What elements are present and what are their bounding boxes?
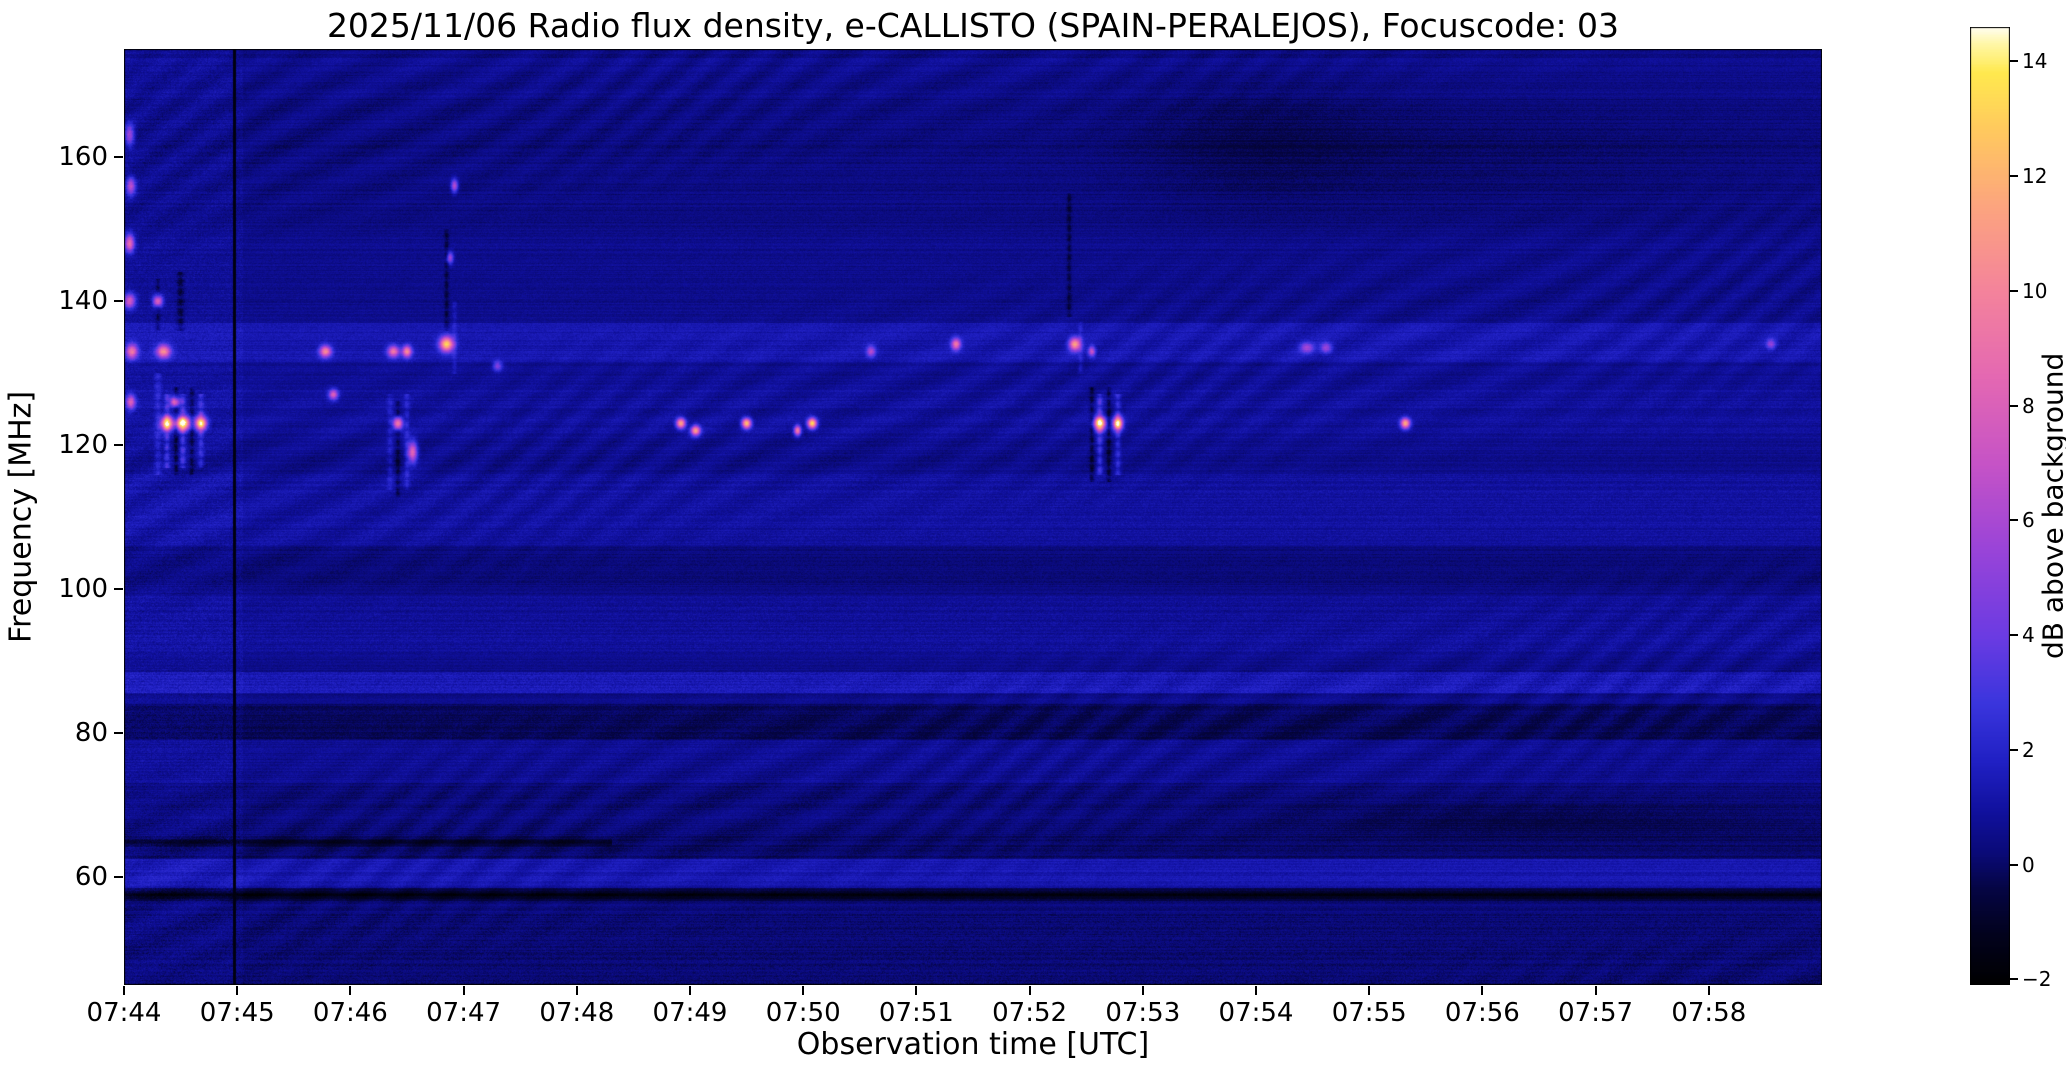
x-tick-mark [1481, 986, 1484, 995]
x-tick-label: 07:45 [199, 998, 275, 1028]
x-tick-mark [1368, 986, 1371, 995]
y-tick-label: 120 [58, 430, 108, 460]
y-tick-label: 60 [74, 862, 108, 892]
colorbar-tick-label: 2 [2022, 737, 2035, 762]
colorbar-tick-label: 0 [2022, 852, 2035, 877]
x-tick-mark [915, 986, 918, 995]
x-tick-mark [575, 986, 578, 995]
y-axis-label: Frequency [MHz] [3, 390, 39, 644]
x-tick-label: 07:46 [312, 998, 388, 1028]
x-tick-mark [802, 986, 805, 995]
colorbar-tick-label: −2 [2022, 967, 2052, 992]
x-tick-label: 07:58 [1671, 998, 1747, 1028]
x-tick-label: 07:52 [992, 998, 1068, 1028]
y-tick-label: 80 [74, 718, 108, 748]
y-tick-mark [114, 732, 123, 734]
x-tick-label: 07:47 [426, 998, 502, 1028]
x-tick-label: 07:57 [1558, 998, 1634, 1028]
x-tick-label: 07:54 [1218, 998, 1294, 1028]
x-tick-label: 07:53 [1105, 998, 1181, 1028]
y-tick-label: 140 [58, 286, 108, 316]
x-tick-mark [1707, 986, 1710, 995]
colorbar-tick-mark [2010, 634, 2018, 637]
x-tick-label: 07:55 [1331, 998, 1407, 1028]
colorbar-tick-mark [2010, 519, 2018, 522]
colorbar-tick-label: 8 [2022, 393, 2035, 418]
x-tick-mark [123, 986, 125, 995]
colorbar-tick-mark [2010, 748, 2018, 751]
x-tick-mark [462, 986, 465, 995]
colorbar-tick-label: 14 [2022, 49, 2048, 74]
y-tick-mark [114, 156, 123, 158]
x-axis-label: Observation time [UTC] [796, 1027, 1150, 1062]
x-tick-mark [689, 986, 691, 995]
y-tick-mark [114, 588, 123, 590]
y-tick-mark [114, 444, 123, 446]
y-tick-mark [114, 300, 123, 302]
x-tick-label: 07:44 [86, 998, 162, 1028]
x-tick-label: 07:50 [765, 998, 841, 1028]
spectrogram-canvas [124, 49, 1822, 985]
chart-title: 2025/11/06 Radio flux density, e-CALLIST… [326, 6, 1620, 45]
colorbar-tick-mark [2010, 978, 2018, 981]
colorbar-tick-mark [2010, 60, 2018, 63]
x-tick-label: 07:51 [878, 998, 954, 1028]
x-tick-mark [236, 986, 239, 995]
colorbar-tick-label: 12 [2022, 164, 2048, 189]
x-tick-mark [1028, 986, 1031, 995]
x-tick-label: 07:49 [652, 998, 728, 1028]
y-tick-label: 100 [58, 574, 108, 604]
x-tick-mark [1255, 986, 1257, 995]
colorbar-tick-label: 6 [2022, 508, 2035, 533]
colorbar-canvas [1970, 27, 2010, 985]
x-tick-mark [349, 986, 352, 995]
colorbar-tick-label: 4 [2022, 623, 2035, 648]
x-tick-label: 07:48 [539, 998, 615, 1028]
colorbar-tick-mark [2010, 404, 2018, 407]
x-tick-mark [1594, 986, 1597, 995]
colorbar-tick-label: 10 [2022, 278, 2048, 303]
colorbar-tick-mark [2010, 175, 2018, 178]
y-tick-label: 160 [58, 142, 108, 172]
colorbar-tick-mark [2010, 289, 2018, 292]
colorbar-tick-mark [2010, 863, 2018, 866]
x-tick-mark [1141, 986, 1144, 995]
y-tick-mark [114, 876, 123, 878]
x-tick-label: 07:56 [1444, 998, 1520, 1028]
